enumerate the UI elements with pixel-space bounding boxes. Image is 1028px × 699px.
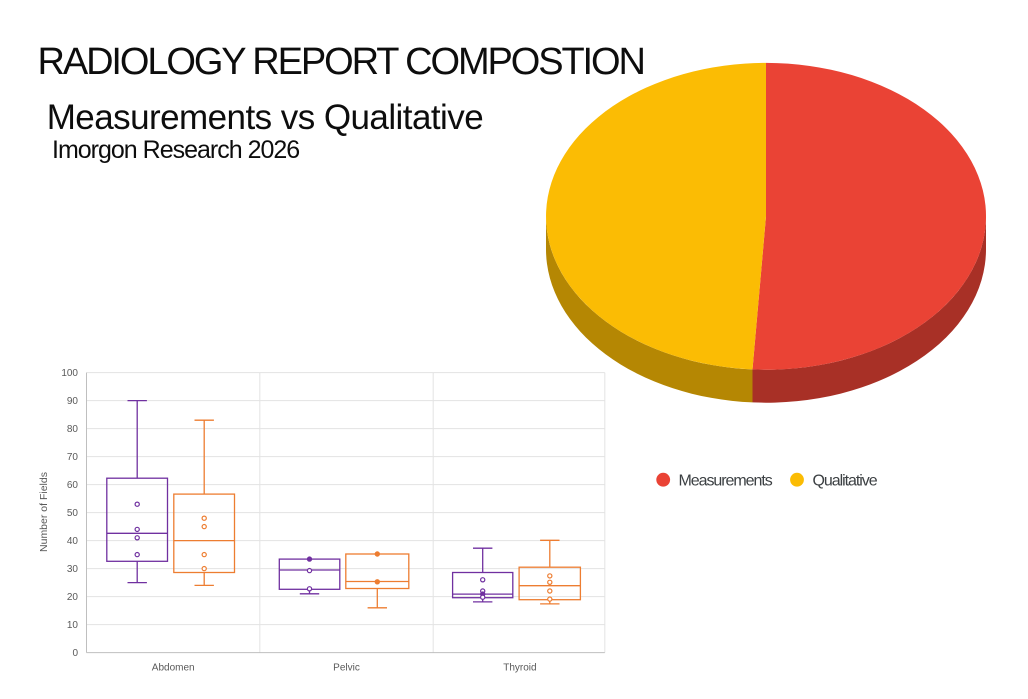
svg-text:10: 10 — [67, 620, 79, 631]
svg-text:80: 80 — [67, 424, 79, 435]
svg-text:Thyroid: Thyroid — [503, 663, 536, 674]
svg-text:60: 60 — [67, 480, 79, 491]
svg-text:0: 0 — [72, 648, 78, 659]
svg-text:40: 40 — [67, 536, 79, 547]
svg-text:Abdomen: Abdomen — [152, 663, 195, 674]
svg-text:Measurements: Measurements — [679, 473, 773, 490]
svg-text:100: 100 — [61, 368, 78, 379]
svg-text:90: 90 — [67, 396, 79, 407]
svg-text:20: 20 — [67, 592, 79, 603]
svg-text:30: 30 — [67, 564, 79, 575]
svg-text:Pelvic: Pelvic — [333, 663, 360, 674]
svg-text:70: 70 — [67, 452, 79, 463]
svg-text:50: 50 — [67, 508, 79, 519]
svg-text:Number of Fields: Number of Fields — [38, 472, 50, 552]
svg-text:Qualitative: Qualitative — [813, 473, 878, 490]
